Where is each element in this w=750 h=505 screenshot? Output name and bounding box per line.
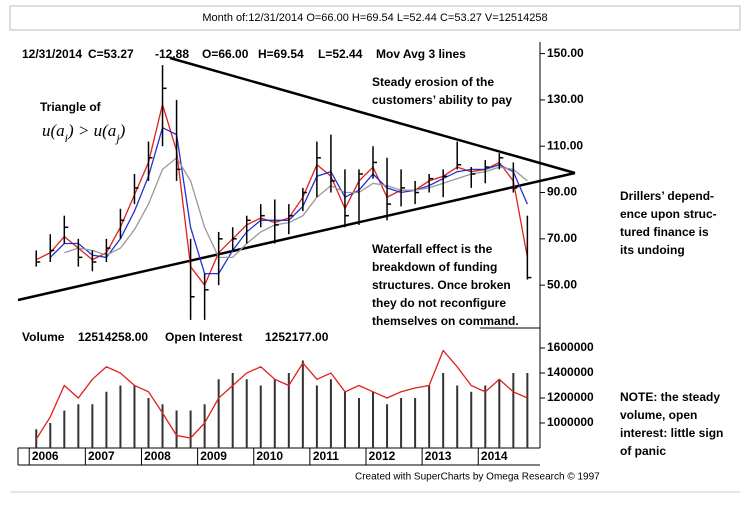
annotation-waterfall: they do not reconfigure bbox=[372, 296, 506, 310]
triangle-upper-line bbox=[169, 56, 576, 175]
annotation-formula: u(ai) > u(aj) bbox=[42, 121, 126, 145]
annotation-waterfall: themselves on command. bbox=[372, 314, 519, 328]
open-interest-info: 1252177.00 bbox=[265, 330, 329, 344]
x-tick-label: 2010 bbox=[256, 449, 283, 463]
y-tick-label: 1600000 bbox=[547, 340, 594, 354]
annotation-drillers: its undoing bbox=[620, 243, 685, 257]
volume-label: Volume bbox=[22, 330, 65, 344]
plot-area bbox=[18, 42, 540, 448]
price-info: H=69.54 bbox=[258, 47, 304, 61]
price-info: 12/31/2014 bbox=[22, 47, 82, 61]
triangle-lower-line bbox=[17, 171, 576, 302]
x-tick-label: 2013 bbox=[425, 449, 452, 463]
annotation-note: volume, open bbox=[620, 408, 697, 422]
annotation-erosion: Steady erosion of the bbox=[372, 75, 494, 89]
annotation-drillers: Drillers’ depend- bbox=[620, 189, 714, 203]
annotation-drillers: ence upon struc- bbox=[620, 207, 717, 221]
x-tick-label: 2014 bbox=[481, 449, 508, 463]
annotation-note: interest: little sign bbox=[620, 426, 723, 440]
y-tick-label: 130.00 bbox=[547, 92, 584, 106]
open-interest-line bbox=[35, 349, 528, 440]
y-tick-label: 70.00 bbox=[547, 231, 577, 245]
footer: Created with SuperCharts by Omega Resear… bbox=[355, 472, 600, 483]
y-tick-label: 1000000 bbox=[547, 415, 594, 429]
annotation-waterfall: structures. Once broken bbox=[372, 278, 511, 292]
price-info: C=53.27 bbox=[88, 47, 134, 61]
formula-part: ) > u(a bbox=[67, 121, 116, 140]
formula-part: i bbox=[65, 131, 68, 145]
x-tick-label: 2009 bbox=[200, 449, 227, 463]
price-info: -12.88 bbox=[155, 47, 189, 61]
y-tick-label: 1400000 bbox=[547, 365, 594, 379]
price-info: O=66.00 bbox=[202, 47, 249, 61]
price-info: L=52.44 bbox=[318, 47, 363, 61]
x-tick-label: 2007 bbox=[88, 449, 115, 463]
x-tick-label: 2006 bbox=[32, 449, 59, 463]
annotation-note: of panic bbox=[620, 444, 666, 458]
header-text: Month of:12/31/2014 O=66.00 H=69.54 L=52… bbox=[202, 12, 547, 24]
x-tick-label: 2012 bbox=[369, 449, 396, 463]
formula-part: j bbox=[114, 131, 120, 145]
annotation-note: NOTE: the steady bbox=[620, 390, 720, 404]
annotation-waterfall: Waterfall effect is the bbox=[372, 242, 493, 256]
annotations: Steady erosion of the customers’ ability … bbox=[40, 75, 723, 458]
annotation-triangle: Triangle of bbox=[40, 100, 102, 114]
moving-average-line bbox=[64, 156, 528, 259]
header-box bbox=[9, 5, 741, 31]
y-tick-label: 50.00 bbox=[547, 277, 577, 291]
annotation-erosion: customers’ ability to pay bbox=[372, 93, 512, 107]
open-interest-label: Open Interest bbox=[165, 330, 242, 344]
price-info: Mov Avg 3 lines bbox=[376, 47, 466, 61]
formula-part: u(a bbox=[42, 121, 65, 140]
x-tick-label: 2008 bbox=[144, 449, 171, 463]
y-tick-label: 110.00 bbox=[547, 138, 583, 152]
y-tick-label: 90.00 bbox=[547, 185, 577, 199]
formula-part: ) bbox=[119, 121, 126, 140]
annotation-waterfall: breakdown of funding bbox=[372, 260, 497, 274]
annotation-drillers: tured finance is bbox=[620, 225, 709, 239]
y-tick-label: 1200000 bbox=[547, 390, 594, 404]
y-tick-label: 150.00 bbox=[547, 46, 584, 60]
volume-info: 12514258.00 bbox=[78, 330, 148, 344]
x-tick-label: 2011 bbox=[313, 449, 339, 463]
